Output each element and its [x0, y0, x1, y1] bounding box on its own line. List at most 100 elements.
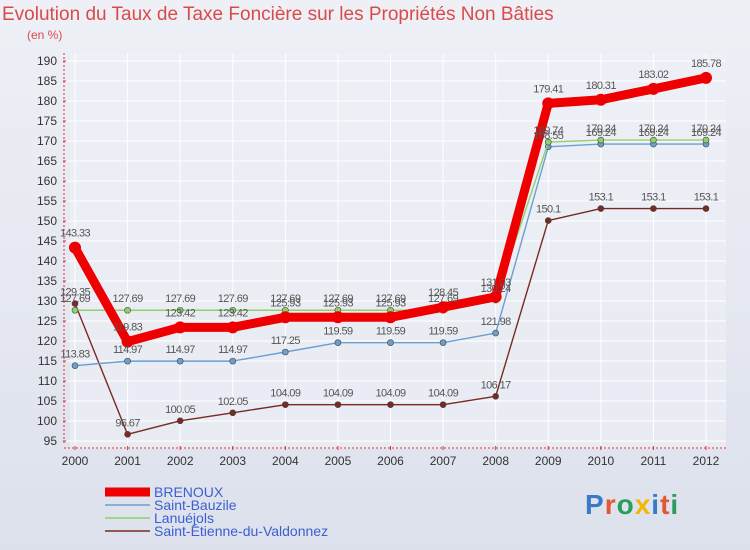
series-layer — [69, 71, 712, 438]
data-point — [176, 417, 184, 425]
data-label: 127.69 — [323, 293, 354, 305]
y-tick-label: 100 — [37, 414, 57, 428]
data-label: 104.09 — [375, 388, 406, 400]
data-point — [124, 306, 131, 314]
data-point — [439, 401, 447, 408]
data-point — [229, 357, 237, 365]
data-point — [124, 357, 131, 365]
x-tick-label: 2000 — [62, 454, 89, 468]
x-tick-label: 2001 — [114, 454, 141, 468]
data-label: 127.69 — [218, 293, 249, 305]
data-point — [229, 409, 237, 417]
data-label: 106.17 — [481, 379, 512, 391]
y-tick-label: 180 — [37, 94, 57, 108]
data-label: 150.1 — [536, 204, 561, 216]
data-point — [594, 93, 607, 106]
data-label: 127.69 — [113, 293, 144, 305]
y-tick-label: 120 — [37, 334, 57, 348]
data-point — [124, 431, 131, 438]
x-tick-label: 2008 — [482, 454, 509, 468]
data-point — [597, 205, 605, 212]
brand-letter: t — [660, 489, 671, 520]
y-tick-label: 170 — [37, 134, 57, 148]
x-tick-label: 2003 — [219, 454, 246, 468]
y-tick-label: 140 — [37, 254, 57, 268]
data-label: 114.97 — [166, 344, 196, 356]
y-tick-label: 150 — [37, 214, 57, 228]
data-point — [334, 339, 342, 346]
y-tick-label: 155 — [37, 194, 57, 208]
data-point — [647, 82, 660, 95]
data-point — [334, 401, 342, 408]
y-tick-label: 125 — [37, 314, 57, 328]
brand-letter: i — [670, 489, 680, 520]
y-tick-label: 135 — [37, 274, 57, 288]
data-label: 153.1 — [589, 192, 614, 204]
data-point — [544, 217, 552, 224]
data-label: 170.24 — [691, 123, 722, 135]
y-tick-label: 115 — [38, 354, 57, 368]
brand-letter: P — [585, 489, 605, 520]
data-point — [331, 311, 344, 324]
data-label: 119.59 — [428, 326, 458, 338]
x-tick-label: 2006 — [377, 454, 404, 468]
data-label: 153.1 — [694, 192, 719, 204]
legend-label-0: BRENOUX — [154, 484, 224, 500]
data-label: 180.31 — [586, 80, 617, 92]
data-label: 113.83 — [60, 349, 90, 361]
data-point — [71, 306, 79, 314]
data-label: 179.41 — [533, 83, 564, 95]
data-point — [489, 290, 502, 303]
data-label: 127.69 — [270, 293, 301, 305]
data-point — [69, 241, 81, 254]
legend-label-2: Lanuéjols — [154, 510, 214, 526]
y-tick-label: 105 — [37, 394, 57, 408]
data-label: 127.69 — [165, 293, 196, 305]
data-label: 119.59 — [376, 326, 406, 338]
data-point — [439, 339, 447, 346]
data-point — [492, 393, 499, 400]
data-label: 119.59 — [323, 326, 353, 338]
y-tick-label: 165 — [37, 154, 57, 168]
y-tick-label: 95 — [44, 434, 58, 448]
data-point — [650, 205, 657, 212]
data-label: 125.93 — [375, 297, 406, 309]
data-label: 123.42 — [165, 307, 196, 319]
data-label: 131.03 — [481, 277, 512, 289]
y-axis-unit: (en %) — [27, 28, 63, 42]
data-label: 117.25 — [271, 335, 301, 347]
data-label: 125.93 — [323, 297, 354, 309]
data-point — [387, 401, 394, 408]
data-label: 129.35 — [60, 287, 91, 299]
data-label: 168.55 — [533, 130, 564, 142]
data-point — [702, 136, 710, 144]
brand-letter: x — [634, 489, 652, 520]
data-label: 121.98 — [481, 316, 512, 328]
data-label: 130.24 — [481, 283, 512, 295]
y-tick-label: 185 — [37, 74, 57, 88]
data-label: 169.24 — [638, 127, 669, 139]
data-point — [121, 335, 134, 348]
data-label-layer: 143.33 119.83 123.42 123.42 125.93 125.93 125.… — [60, 58, 722, 429]
data-point — [229, 306, 237, 314]
data-label: 169.24 — [691, 127, 722, 139]
data-point — [71, 362, 79, 369]
data-point — [597, 136, 605, 144]
legend-label-1: Saint-Bauzile — [154, 497, 237, 513]
data-point — [282, 401, 289, 408]
brand-logo: Proxiti — [585, 489, 679, 521]
data-label: 100.05 — [165, 404, 196, 416]
data-label: 185.78 — [691, 58, 722, 70]
data-label: 170.24 — [638, 123, 669, 135]
x-tick-label: 2011 — [641, 454, 667, 468]
y-tick-label: 145 — [37, 234, 57, 248]
data-point — [492, 329, 499, 337]
data-label: 119.83 — [113, 322, 143, 334]
data-point — [384, 311, 397, 324]
data-point — [174, 321, 187, 334]
data-point — [226, 321, 239, 334]
data-label: 125.93 — [270, 297, 301, 309]
plot-background — [70, 53, 726, 449]
data-label: 153.1 — [641, 192, 666, 204]
